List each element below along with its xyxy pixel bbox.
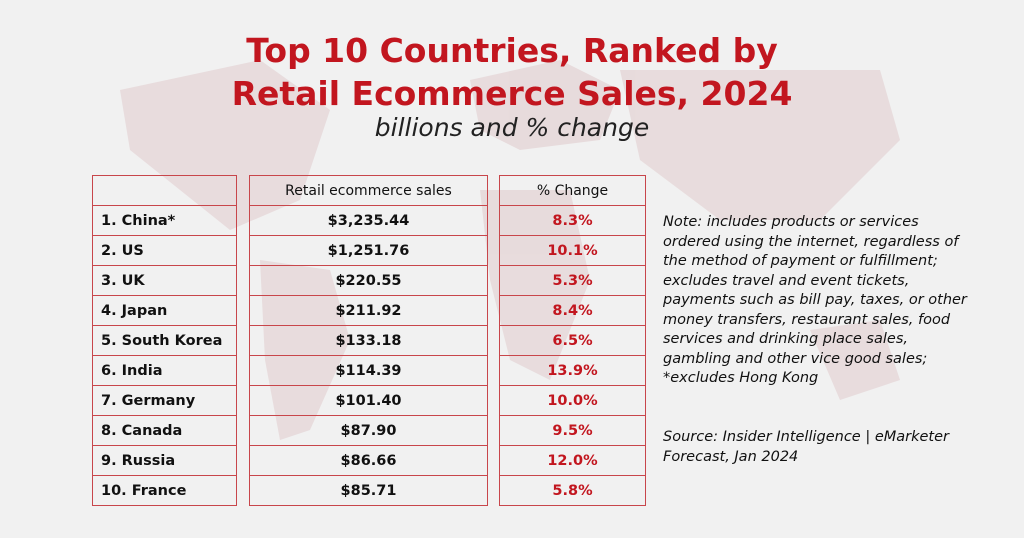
- table-cell: $220.55: [249, 265, 488, 296]
- table-cell: 2. US: [92, 235, 237, 266]
- table-cell: $87.90: [249, 415, 488, 446]
- table-cell: 8. Canada: [92, 415, 237, 446]
- table-cell: 6.5%: [499, 325, 646, 356]
- table-cell: 5.8%: [499, 475, 646, 506]
- table-cell: 12.0%: [499, 445, 646, 476]
- table-cell: 1. China*: [92, 205, 237, 236]
- table-cell: 8.4%: [499, 295, 646, 326]
- table-cell: 9.5%: [499, 415, 646, 446]
- table-cell: 6. India: [92, 355, 237, 386]
- table-cell: 10.1%: [499, 235, 646, 266]
- table-cell: 7. Germany: [92, 385, 237, 416]
- table-cell: 8.3%: [499, 205, 646, 236]
- table-cell: $86.66: [249, 445, 488, 476]
- header-cell: Retail ecommerce sales: [249, 175, 488, 206]
- table-cell: 13.9%: [499, 355, 646, 386]
- table-cell: $114.39: [249, 355, 488, 386]
- table-cell: 9. Russia: [92, 445, 237, 476]
- table-cell: 5. South Korea: [92, 325, 237, 356]
- table-cell: $133.18: [249, 325, 488, 356]
- note: Note: includes products or services orde…: [663, 214, 967, 386]
- table-cell: 4. Japan: [92, 295, 237, 326]
- table-cell: 3. UK: [92, 265, 237, 296]
- source: Source: Insider Intelligence | eMarketer…: [663, 429, 949, 465]
- table-cell: $3,235.44: [249, 205, 488, 236]
- table-cell: $1,251.76: [249, 235, 488, 266]
- title-line: Top 10 Countries, Ranked by: [246, 31, 778, 70]
- table-cell: $101.40: [249, 385, 488, 416]
- title-line: Retail Ecommerce Sales, 2024: [231, 74, 793, 113]
- table-cell: 10. France: [92, 475, 237, 506]
- table-cell: 10.0%: [499, 385, 646, 416]
- table-cell: 5.3%: [499, 265, 646, 296]
- table-cell: $85.71: [249, 475, 488, 506]
- header-cell: % Change: [499, 175, 646, 206]
- header-cell: [92, 175, 237, 206]
- table-cell: $211.92: [249, 295, 488, 326]
- subtitle: billions and % change: [374, 113, 650, 142]
